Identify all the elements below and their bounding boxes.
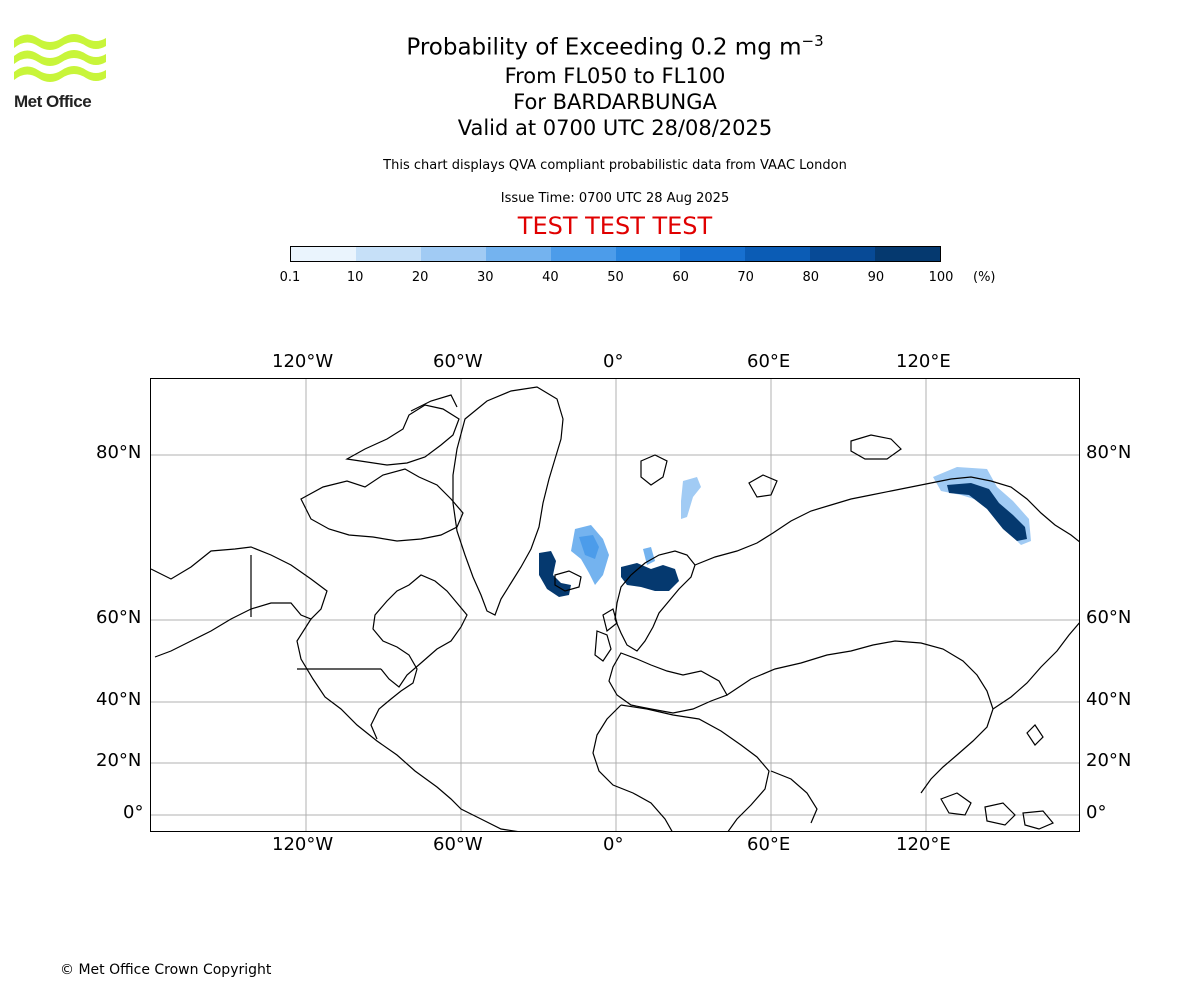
title-exponent: −3 [801,32,824,50]
latitude-label-right: 0° [1086,802,1107,823]
longitude-label-bottom: 0° [603,834,624,855]
ash-region-scandinavia-halo [643,547,655,565]
chart-description: This chart displays QVA compliant probab… [383,158,847,173]
ash-region-greenland-east-coast [539,551,571,597]
colorbar-segment [875,247,941,261]
colorbar-segment [550,247,616,261]
chart-title: Probability of Exceeding 0.2 mg m−3 [0,26,1200,63]
logo-text: Met Office [14,92,92,111]
longitude-label-bottom: 60°E [747,834,791,855]
title-prefix: Probability of Exceeding 0.2 mg m [406,34,802,61]
issue-time: Issue Time: 0700 UTC 28 Aug 2025 [500,191,730,206]
colorbar-segment [420,247,486,261]
chart-title-block: Probability of Exceeding 0.2 mg m−3 From… [0,26,1200,141]
colorbar-tick-label: 100 [928,270,954,285]
map-panel [150,378,1080,832]
map-canvas [151,379,1079,831]
latitude-label-left: 80°N [96,442,142,463]
probability-colorbar [290,246,941,262]
longitude-label-bottom: 120°E [896,834,951,855]
flight-level-range: From FL050 to FL100 [504,63,726,88]
ash-probability-regions [539,467,1031,597]
colorbar-unit: (%) [973,270,996,285]
colorbar-tick-label: 10 [346,270,364,285]
longitude-label-top: 120°E [896,351,951,372]
ash-region-scandinavia [621,563,679,591]
valid-time: Valid at 0700 UTC 28/08/2025 [457,115,773,140]
met-office-logo-icon [14,34,106,82]
test-banner: TEST TEST TEST [517,212,713,240]
colorbar-tick-label: 0.1 [279,270,301,285]
colorbar-tick-label: 20 [411,270,429,285]
colorbar-segment [355,247,421,261]
colorbar-tick-label: 40 [542,270,559,285]
copyright-notice: © Met Office Crown Copyright [60,962,272,978]
latitude-label-right: 40°N [1086,689,1132,710]
colorbar-segment [615,247,681,261]
colorbar-segment [745,247,811,261]
colorbar-tick-label: 30 [477,270,494,285]
latitude-label-right: 80°N [1086,442,1132,463]
colorbar-tick-label: 70 [737,270,754,285]
longitude-label-top: 60°E [747,351,791,372]
latitude-label-right: 20°N [1086,750,1132,771]
colorbar-tick-label: 90 [867,270,885,285]
latitude-label-right: 60°N [1086,607,1132,628]
ash-region-barents-sea [681,477,701,519]
colorbar-segment [810,247,876,261]
longitude-label-bottom: 120°W [272,834,334,855]
colorbar-segment [680,247,746,261]
colorbar-tick-label: 50 [607,270,624,285]
latitude-label-left: 0° [123,802,144,823]
colorbar-tick-label: 80 [802,270,820,285]
longitude-label-top: 60°W [433,351,483,372]
longitude-label-top: 120°W [272,351,334,372]
latitude-label-left: 60°N [96,607,142,628]
latitude-label-left: 20°N [96,750,142,771]
colorbar-segment [485,247,551,261]
ash-region-east-siberia [947,483,1027,541]
longitude-label-top: 0° [603,351,624,372]
coastlines [151,386,1079,831]
colorbar-tick-label: 60 [672,270,689,285]
colorbar-segment [291,247,356,261]
latitude-label-left: 40°N [96,689,142,710]
ash-region-north-atlantic-core [579,535,599,559]
longitude-label-bottom: 60°W [433,834,483,855]
volcano-name: For BARDARBUNGA [513,89,717,114]
map-gridlines [151,379,1079,831]
